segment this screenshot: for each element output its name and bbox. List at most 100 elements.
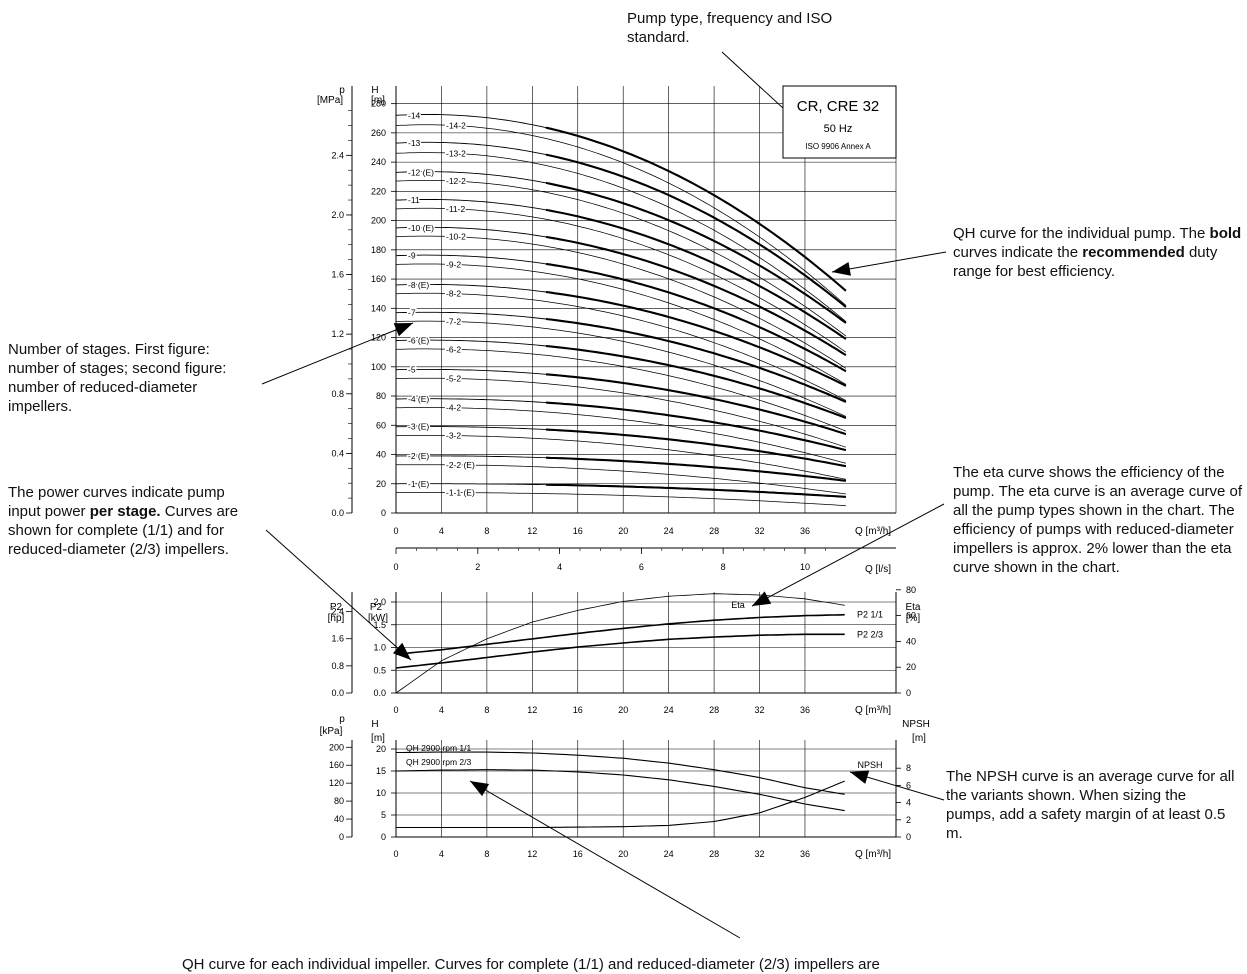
x-tick-label: 28 — [709, 849, 719, 859]
qh-curve-recommended — [545, 208, 847, 340]
npsh-tick-label: 2 — [906, 815, 911, 825]
stage-label: -2 (E) — [408, 451, 429, 461]
stage-label: -11 — [408, 195, 420, 205]
pressure-tick-label: 1.2 — [331, 329, 344, 339]
stage-label: -1 (E) — [408, 479, 429, 489]
qh-curve-recommended — [545, 344, 847, 419]
stage-label: -9-2 — [446, 259, 461, 269]
qh-curve-recommended — [545, 181, 847, 324]
head-axis-unit: [m] — [371, 95, 385, 106]
y-tick-label: 60 — [376, 420, 386, 430]
qh-curve-recommended — [545, 401, 847, 452]
series-line — [396, 751, 845, 795]
eta-tick-label: 20 — [906, 662, 916, 672]
qh-curve — [395, 180, 847, 337]
stage-label: -9 — [408, 251, 416, 261]
y-tick-label: 140 — [371, 303, 386, 313]
annotation-eta: The eta curve shows the efficiency of th… — [953, 464, 1243, 576]
qh-curve — [395, 377, 847, 448]
x-tick-label: 20 — [618, 526, 628, 536]
annotation-arrows — [261, 51, 947, 939]
legend-model: CR, CRE 32 — [797, 98, 880, 115]
qh-curve — [395, 152, 847, 322]
kpa-axis-title: p — [339, 714, 345, 725]
pressure-axis-title: p — [339, 85, 345, 96]
hp-tick-label: 0.8 — [331, 661, 344, 671]
head-axis-title: H — [371, 85, 378, 96]
legend-box: CR, CRE 32 50 Hz ISO 9906 Annex A — [782, 85, 897, 159]
arrow-head — [752, 591, 772, 606]
y-tick-label: 10 — [376, 788, 386, 798]
y-tick-label: 20 — [376, 479, 386, 489]
npsh-axis-title: NPSH — [902, 719, 930, 730]
annotation-npsh: The NPSH curve is an average curve for a… — [946, 768, 1235, 842]
hp-axis-unit: [hp] — [328, 613, 345, 624]
x-tick-label: 32 — [755, 849, 765, 859]
hp-axis-title: P2 — [330, 602, 343, 613]
x-axis-title: Q [m³/h] — [855, 849, 891, 860]
annotation-line — [261, 322, 414, 385]
qh-curve-recommended — [545, 290, 847, 387]
x-tick-label: 8 — [484, 526, 489, 536]
hp-tick-label: 0.0 — [331, 688, 344, 698]
annotation-qh-c: curves indicate the — [953, 244, 1083, 261]
qh-curve — [395, 171, 847, 324]
series-label: QH 2900 rpm 1/1 — [406, 743, 471, 753]
y-tick-label: 180 — [371, 245, 386, 255]
qh-curve — [396, 492, 846, 507]
stage-label: -11-2 — [446, 204, 465, 214]
annotation-qh-d: recommended — [1082, 244, 1185, 261]
y-tick-label: 1.0 — [373, 643, 386, 653]
y-tick-label: 0 — [381, 832, 386, 842]
flow-ls-tick-label: 6 — [639, 562, 644, 572]
stage-label: -1-1 (E) — [446, 488, 475, 498]
qh-curve — [395, 348, 847, 432]
x-tick-label: 4 — [439, 849, 444, 859]
qh-curve-recommended — [545, 317, 847, 403]
stage-label: -3 (E) — [408, 422, 429, 432]
x-tick-label: 16 — [573, 526, 583, 536]
series-line — [395, 633, 845, 669]
y-tick-label: 240 — [371, 157, 386, 167]
qh-curve — [395, 320, 847, 417]
x-tick-label: 36 — [800, 705, 810, 715]
pressure-tick-label: 2.0 — [331, 210, 344, 220]
x-tick-label: 36 — [800, 849, 810, 859]
arrow-head — [850, 770, 870, 784]
series-line — [395, 593, 845, 694]
y-tick-label: 1.5 — [373, 620, 386, 630]
hp-tick-label: 2.4 — [331, 607, 344, 617]
x-tick-label: 8 — [484, 849, 489, 859]
npsh-axis-unit: [m] — [912, 733, 926, 744]
y-tick-label: 200 — [371, 216, 386, 226]
pressure-tick-label: 1.6 — [331, 270, 344, 280]
annotation-qh-individual: QH curve for the individual pump. The bo… — [953, 224, 1243, 281]
annotation-power-a: The power curves indicate pump input pow… — [8, 484, 225, 520]
head-axis-unit: [m] — [371, 733, 385, 744]
qh-curve — [396, 407, 846, 464]
annotation-line — [831, 251, 947, 273]
x-tick-label: 12 — [527, 526, 537, 536]
x-tick-label: 24 — [664, 526, 674, 536]
qh-curve — [395, 207, 847, 353]
kpa-tick-label: 80 — [334, 796, 344, 806]
annotation-power: The power curves indicate pump input pow… — [8, 483, 256, 559]
annotation-qh-b: bold — [1209, 225, 1242, 242]
pressure-axis-unit: [MPa] — [317, 95, 343, 106]
x-tick-label: 16 — [573, 849, 583, 859]
qh-curve-recommended — [545, 373, 847, 436]
flow-ls-tick-label: 0 — [393, 562, 398, 572]
stage-label: -5 — [408, 365, 416, 375]
stage-label: -5-2 — [446, 373, 461, 383]
legend-standard: ISO 9906 Annex A — [805, 142, 871, 151]
legend-frequency: 50 Hz — [824, 123, 853, 135]
y-tick-label: 0 — [381, 508, 386, 518]
qh-curve — [396, 435, 846, 480]
pressure-tick-label: 0.0 — [331, 508, 344, 518]
annotation-power-c: Curves are shown for complete (1/1) and … — [8, 503, 239, 558]
y-tick-label: 120 — [371, 333, 386, 343]
annotation-stages: Number of stages. First figure: number o… — [8, 341, 227, 415]
qh-curve — [395, 124, 847, 306]
annotation-line — [265, 529, 412, 661]
